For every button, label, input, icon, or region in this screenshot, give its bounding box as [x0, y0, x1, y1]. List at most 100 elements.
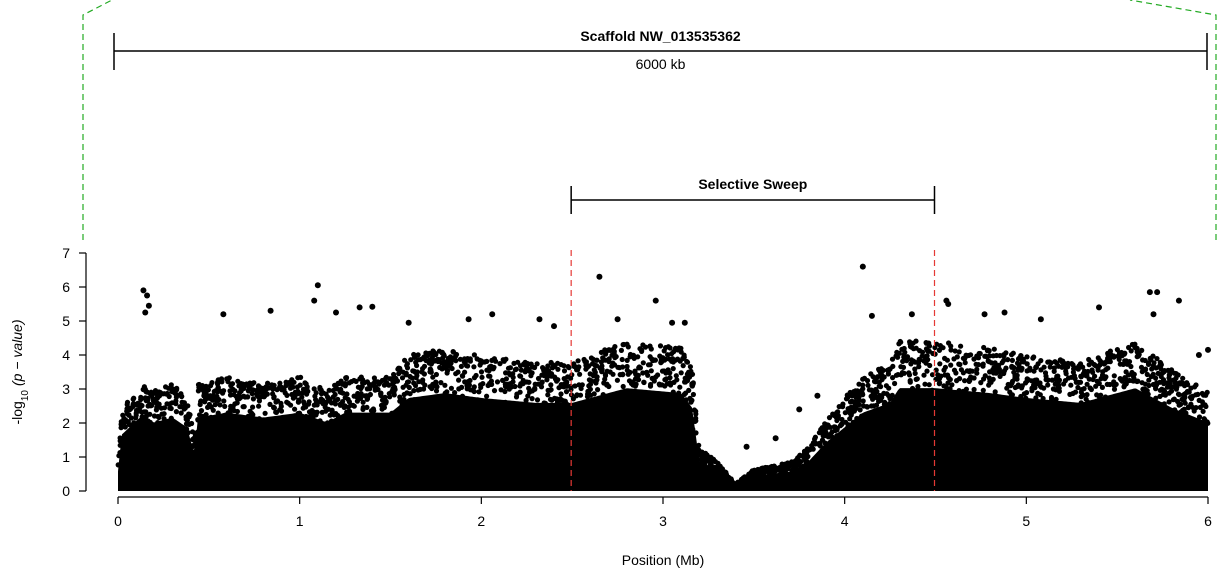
snp-point [1078, 374, 1084, 380]
snp-point [1084, 392, 1090, 398]
snp-point [273, 409, 280, 415]
snp-point [1142, 386, 1148, 392]
snp-point [558, 397, 565, 403]
snp-point [407, 391, 413, 397]
snp-point [126, 412, 132, 418]
snp-point [298, 426, 304, 432]
snp-point [210, 397, 216, 403]
snp-point [966, 401, 972, 407]
snp-point [657, 353, 663, 359]
snp-point [502, 399, 508, 405]
snp-point [422, 382, 428, 388]
snp-point [208, 414, 214, 420]
snp-point [1041, 364, 1047, 370]
snp-point [868, 371, 874, 377]
snp-point [1157, 417, 1163, 423]
snp-point [179, 399, 185, 405]
snp-outlier-point [669, 319, 676, 326]
snp-point [610, 371, 616, 377]
snp-outlier-point [1150, 311, 1157, 318]
snp-point [133, 415, 139, 421]
snp-point [548, 387, 554, 393]
snp-point [676, 403, 682, 409]
snp-point [1181, 426, 1187, 432]
snp-point [842, 410, 848, 416]
snp-point [362, 427, 368, 433]
snp-point [1182, 394, 1188, 400]
snp-point [192, 437, 198, 444]
snp-point [1007, 389, 1013, 395]
snp-point [1192, 384, 1198, 390]
snp-point [321, 401, 327, 407]
snp-point [1180, 375, 1186, 381]
snp-point [241, 404, 247, 410]
snp-point [1101, 406, 1107, 412]
snp-point [1124, 361, 1130, 367]
snp-point [1200, 408, 1206, 414]
snp-point [529, 396, 535, 402]
snp-point [937, 380, 943, 386]
snp-point [292, 406, 298, 412]
snp-point [412, 354, 418, 360]
snp-point [645, 362, 652, 368]
snp-point [839, 416, 845, 423]
snp-point [834, 427, 840, 433]
snp-point [981, 344, 987, 351]
snp-point [1095, 365, 1101, 371]
snp-point [411, 388, 417, 394]
snp-point [359, 383, 365, 389]
snp-point [256, 416, 262, 422]
snp-point [396, 371, 402, 377]
snp-point [484, 393, 490, 399]
snp-point [958, 343, 964, 349]
snp-point [875, 374, 881, 380]
snp-point [696, 442, 702, 448]
snp-point [681, 354, 687, 360]
snp-point [1098, 398, 1104, 405]
snp-point [152, 388, 159, 394]
snp-point [1019, 365, 1025, 371]
snp-point [427, 366, 433, 372]
snp-outlier-point [267, 307, 274, 314]
snp-point [648, 398, 654, 404]
snp-point [222, 403, 228, 409]
snp-point [159, 411, 165, 417]
snp-point [1112, 381, 1118, 387]
snp-point [858, 420, 865, 426]
snp-point [962, 360, 968, 366]
snp-point [413, 375, 419, 381]
x-tick-label: 6 [1204, 513, 1212, 529]
snp-point [516, 402, 522, 408]
snp-point [421, 386, 427, 392]
snp-point [923, 340, 929, 346]
snp-point [592, 378, 598, 384]
snp-point [680, 404, 686, 410]
snp-point [912, 370, 918, 376]
snp-point [946, 340, 952, 346]
snp-point [124, 399, 131, 405]
snp-point [167, 405, 173, 411]
snp-point [389, 410, 395, 416]
snp-point [453, 351, 460, 358]
snp-point [663, 345, 669, 351]
snp-point [708, 454, 714, 460]
snp-point [378, 391, 384, 397]
snp-point [1001, 368, 1008, 374]
snp-point [1019, 400, 1026, 407]
snp-point [801, 451, 808, 457]
snp-point [270, 391, 276, 397]
snp-point [199, 423, 205, 429]
snp-outlier-point [1205, 346, 1211, 353]
snp-point [287, 382, 294, 388]
snp-point [1078, 394, 1084, 400]
snp-point [327, 412, 333, 418]
snp-point [196, 381, 202, 388]
snp-point [903, 399, 909, 405]
snp-point [661, 357, 668, 363]
snp-point [433, 351, 439, 358]
snp-point [978, 380, 984, 386]
snp-point [606, 358, 612, 365]
snp-point [606, 383, 612, 390]
snp-point [860, 414, 866, 420]
snp-point [612, 355, 618, 361]
